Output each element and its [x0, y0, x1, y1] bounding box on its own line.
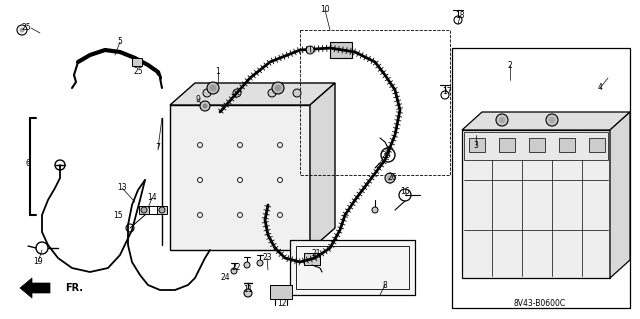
Circle shape [233, 89, 241, 97]
Bar [157, 206, 167, 214]
Text: 8V43-B0600C: 8V43-B0600C [514, 299, 566, 308]
Text: 19: 19 [33, 257, 43, 266]
Circle shape [499, 117, 505, 123]
Circle shape [244, 262, 250, 268]
Text: 10: 10 [320, 5, 330, 14]
Text: 23: 23 [262, 254, 272, 263]
Circle shape [546, 114, 558, 126]
Circle shape [306, 46, 314, 54]
Circle shape [141, 207, 147, 213]
Circle shape [293, 89, 301, 97]
Text: 20: 20 [381, 151, 391, 160]
Text: 2: 2 [508, 61, 513, 70]
Circle shape [20, 28, 24, 32]
Text: 1: 1 [216, 68, 220, 77]
Bar [452, 48, 630, 308]
Text: 26: 26 [387, 174, 397, 182]
Text: 25: 25 [133, 68, 143, 77]
Circle shape [257, 260, 263, 266]
Bar [304, 253, 320, 265]
Text: 6: 6 [26, 159, 31, 167]
Bar [139, 206, 149, 214]
Text: 12: 12 [277, 299, 287, 308]
Polygon shape [310, 83, 335, 250]
Circle shape [496, 114, 508, 126]
Bar [559, 138, 575, 152]
Circle shape [203, 89, 211, 97]
Text: 15: 15 [113, 211, 123, 219]
Polygon shape [610, 112, 630, 278]
Text: 7: 7 [156, 144, 161, 152]
Text: FR.: FR. [65, 283, 83, 293]
Text: 25: 25 [21, 24, 31, 33]
Bar [296, 246, 409, 289]
Bar [132, 58, 142, 66]
FancyBboxPatch shape [537, 55, 603, 83]
Circle shape [385, 173, 395, 183]
Text: 24: 24 [220, 273, 230, 283]
Circle shape [203, 104, 207, 108]
Circle shape [372, 207, 378, 213]
Circle shape [275, 85, 281, 91]
Bar [270, 285, 292, 299]
Text: 21: 21 [311, 249, 321, 257]
FancyBboxPatch shape [467, 55, 528, 83]
Text: 18: 18 [455, 11, 465, 20]
Bar [469, 138, 485, 152]
Polygon shape [170, 83, 335, 105]
Circle shape [207, 82, 219, 94]
Text: 3: 3 [474, 140, 479, 150]
Bar [170, 105, 310, 250]
Circle shape [268, 89, 276, 97]
Circle shape [200, 101, 210, 111]
Polygon shape [462, 112, 630, 130]
Circle shape [387, 175, 392, 181]
Circle shape [231, 268, 237, 274]
Circle shape [159, 207, 165, 213]
Text: 9: 9 [196, 95, 200, 105]
Text: 22: 22 [231, 263, 241, 272]
Bar [499, 138, 515, 152]
Circle shape [272, 82, 284, 94]
Text: 5: 5 [118, 38, 122, 47]
Text: 16: 16 [400, 188, 410, 197]
Polygon shape [20, 278, 50, 298]
Text: 4: 4 [598, 84, 602, 93]
Text: 14: 14 [147, 194, 157, 203]
Circle shape [549, 117, 555, 123]
Bar [300, 30, 450, 175]
Circle shape [210, 85, 216, 91]
Text: 11: 11 [243, 286, 253, 294]
FancyBboxPatch shape [459, 85, 510, 111]
Bar [462, 130, 610, 278]
Circle shape [244, 289, 252, 297]
Bar [330, 42, 352, 58]
Text: 17: 17 [442, 87, 452, 97]
Bar [464, 132, 608, 160]
Bar [290, 240, 415, 295]
Bar [589, 138, 605, 152]
Bar [529, 138, 545, 152]
Text: 8: 8 [383, 280, 387, 290]
Text: 13: 13 [117, 183, 127, 192]
